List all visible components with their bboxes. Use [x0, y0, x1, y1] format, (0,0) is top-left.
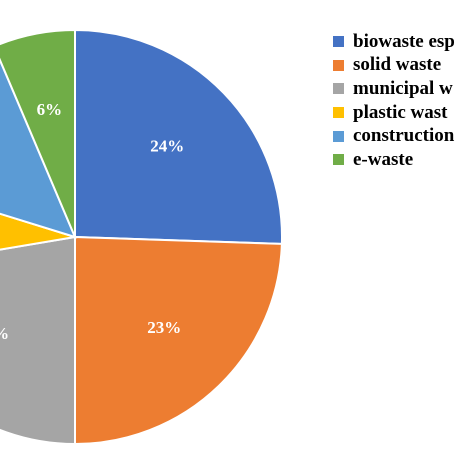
- pie-slice-0: [74, 28, 283, 245]
- legend-label: solid waste: [353, 54, 442, 76]
- legend-swatch: [333, 130, 344, 142]
- legend-label: construction: [353, 125, 455, 147]
- pie-slice-3: [0, 212, 76, 251]
- pie-slice-1: [74, 235, 283, 446]
- legend-swatch: [333, 36, 344, 48]
- legend-item-0: biowaste esp: [333, 30, 474, 54]
- slice-data-label-1: 23%: [147, 318, 181, 337]
- slice-data-label-2: 21%: [0, 324, 9, 343]
- legend-label: municipal w: [353, 77, 453, 99]
- legend-item-3: plastic wast: [333, 101, 474, 125]
- legend-label: plastic wast: [353, 101, 448, 123]
- legend-swatch: [333, 107, 344, 119]
- legend-item-4: construction: [333, 124, 474, 148]
- chart-legend: biowaste esp solid waste municipal w plasti…: [333, 30, 474, 172]
- slice-data-label-0: 24%: [150, 137, 184, 156]
- legend-swatch: [333, 154, 344, 166]
- legend-label: e-waste: [353, 148, 414, 170]
- legend-item-5: e-waste: [333, 148, 474, 172]
- legend-swatch: [333, 83, 344, 95]
- pie-slice-5: [0, 28, 76, 238]
- slice-data-label-5: 6%: [37, 100, 63, 119]
- legend-item-2: municipal w: [333, 77, 474, 101]
- legend-item-1: solid waste: [333, 54, 474, 78]
- pie-slice-2: [0, 235, 76, 446]
- legend-label: biowaste esp: [353, 30, 455, 52]
- legend-swatch: [333, 59, 344, 71]
